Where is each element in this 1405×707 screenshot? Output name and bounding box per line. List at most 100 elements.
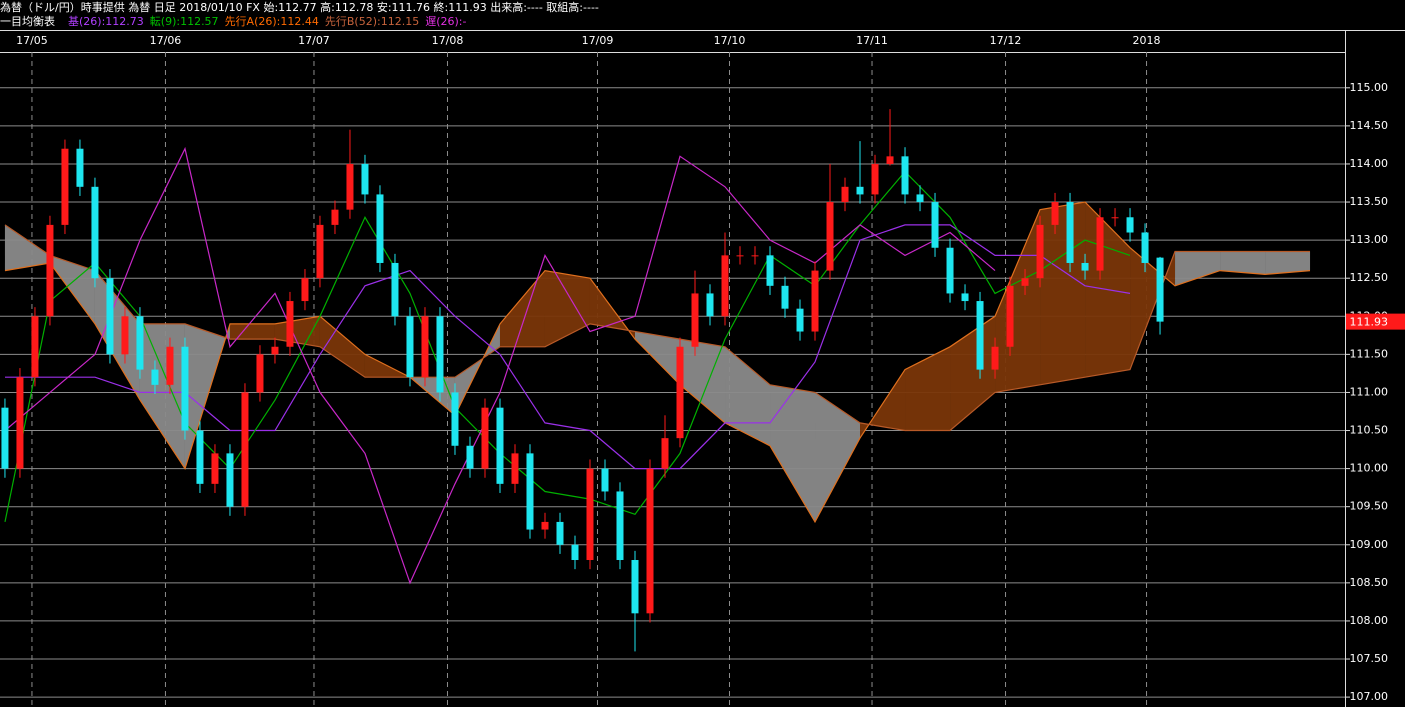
candle-body [376, 194, 384, 263]
x-tick-label: 17/12 [990, 34, 1022, 47]
candle-body [181, 346, 189, 431]
y-tick-label: 107.50 [1350, 652, 1389, 665]
candle-body [1, 407, 9, 469]
last-price-box [1346, 313, 1405, 330]
candle-body [961, 293, 969, 302]
y-tick-label: 109.00 [1350, 538, 1389, 551]
candle-body [1006, 285, 1014, 347]
candle-body [1156, 257, 1164, 322]
y-tick-label: 110.50 [1350, 424, 1389, 437]
y-tick-label: 114.00 [1350, 157, 1389, 170]
candle-body [781, 285, 789, 309]
candle-body [931, 202, 939, 248]
candle-body [496, 407, 504, 484]
candle-body [916, 194, 924, 203]
y-tick-label: 108.00 [1350, 614, 1389, 627]
candle-body [196, 430, 204, 484]
y-tick-label: 111.50 [1350, 347, 1389, 360]
indicator-line [5, 224, 1131, 470]
candle-body [841, 186, 849, 203]
indicator-line [4, 201, 1311, 524]
y-tick-label: 108.50 [1350, 576, 1389, 589]
candle-body [691, 293, 699, 347]
candle-body [331, 209, 339, 225]
candle-body [661, 438, 669, 469]
cloud-segment [1220, 251, 1266, 275]
labels: 基(26):112.73 転(9):112.57 先行A(26):112.44 先行B… [16, 15, 1405, 703]
candle-body [61, 148, 69, 225]
candle-body [721, 255, 729, 317]
cloud-segment [94, 270, 140, 401]
x-tick-label: 17/06 [150, 34, 182, 47]
candle-body [1036, 224, 1044, 279]
candle-body [76, 148, 84, 187]
candle-body [751, 255, 759, 257]
candle-body [301, 278, 309, 302]
candle-body [451, 392, 459, 446]
chart-title: 為替（ドル/円）時事提供 為替 日足 2018/01/10 FX 始:112.7… [0, 0, 599, 14]
x-tick-label: 17/11 [856, 34, 888, 47]
candle-body [136, 316, 144, 370]
indicator-label: 先行B(52):112.15 [325, 15, 419, 28]
candle-body [211, 453, 219, 484]
indicator-label: 転(9):112.57 [150, 15, 219, 28]
cloud-segment [770, 384, 816, 522]
candle-body [91, 186, 99, 279]
candle-body [766, 255, 774, 286]
x-tick-label: 17/09 [582, 34, 614, 47]
x-tick-label: 17/08 [432, 34, 464, 47]
x-tick-label: 17/10 [714, 34, 746, 47]
candle-body [571, 544, 579, 561]
candle-body [1126, 217, 1134, 233]
candle-body [46, 224, 54, 317]
y-tick-label: 111.00 [1350, 385, 1389, 398]
candle-body [1081, 262, 1089, 271]
candle-body [286, 301, 294, 347]
candles [1, 109, 1164, 652]
cloud-segment [139, 323, 185, 469]
candle-body [736, 255, 744, 257]
candle-body [346, 163, 354, 210]
cloud-segment [725, 346, 771, 446]
indicator-label: 遅(26):- [425, 15, 466, 28]
candle-body [1096, 217, 1104, 271]
candle-body [316, 224, 324, 279]
candle-body [811, 270, 819, 332]
cloud-segment [4, 224, 50, 271]
cloud-segment [680, 339, 726, 423]
candle-body [886, 156, 894, 164]
candle-body [706, 293, 714, 317]
lines [4, 146, 1311, 585]
y-tick-label: 107.00 [1350, 690, 1389, 703]
x-tick-label: 17/07 [298, 34, 330, 47]
candle-body [361, 163, 369, 195]
candle-body [826, 202, 834, 271]
candle-body [541, 521, 549, 530]
candle-body [901, 156, 909, 195]
cloud-segment [274, 316, 320, 347]
candle-body [556, 521, 564, 545]
candle-body [31, 316, 39, 378]
candle-body [586, 468, 594, 561]
candle-body [1141, 232, 1149, 263]
candle-body [616, 491, 624, 561]
candle-body [676, 346, 684, 439]
cloud-segment [815, 392, 861, 522]
candle-body [1051, 202, 1059, 225]
candle-body [436, 316, 444, 393]
candle-body [226, 453, 234, 507]
candle-body [241, 392, 249, 507]
indicator-title: 一目均衡表 [0, 14, 55, 28]
indicator-label: 先行A(26):112.44 [225, 15, 319, 28]
candle-body [106, 278, 114, 355]
candle-body [946, 247, 954, 294]
cloud-segment [1040, 202, 1086, 385]
candle-body [871, 163, 879, 195]
candle-body [16, 377, 24, 469]
cloud-segment [1175, 251, 1221, 286]
cloud-segment [544, 270, 590, 347]
candle-body [856, 186, 864, 195]
cloud-segment [229, 323, 275, 340]
candle-body [1111, 217, 1119, 219]
